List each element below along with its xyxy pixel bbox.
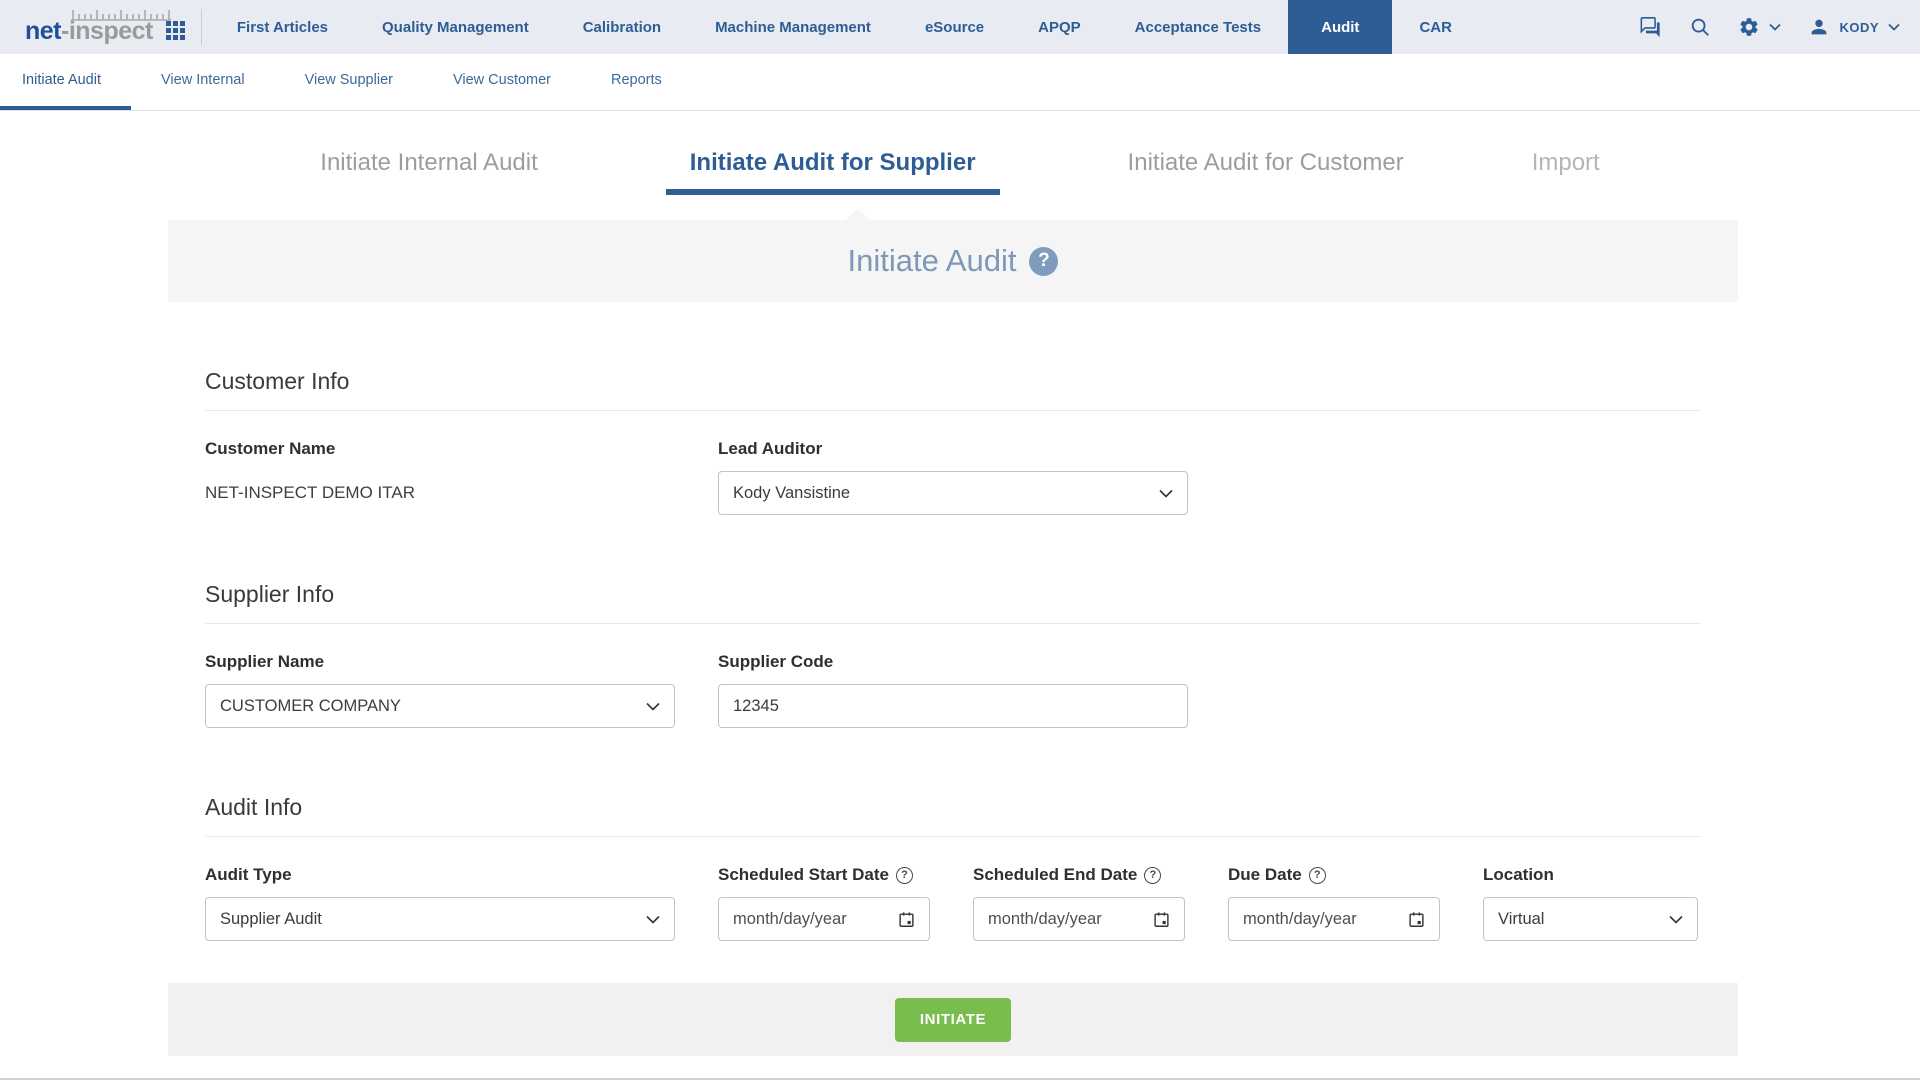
nav-item-acceptance-tests[interactable]: Acceptance Tests [1134, 18, 1262, 36]
app-logo[interactable]: net-inspect [25, 9, 171, 46]
supplier-code-input[interactable]: 12345 [718, 684, 1188, 728]
section-divider [205, 836, 1701, 837]
nav-item-apqp[interactable]: APQP [1038, 18, 1081, 36]
audit-type-label: Audit Type [205, 865, 292, 884]
logo-text-secondary: -inspect [61, 16, 153, 45]
supplier-name-select[interactable]: CUSTOMER COMPANY [205, 684, 675, 728]
supplier-code-label: Supplier Code [718, 652, 834, 671]
panel-body: Customer Info Customer Name NET-INSPECT … [168, 302, 1738, 983]
chevron-down-icon [1769, 23, 1782, 31]
initiate-button[interactable]: INITIATE [894, 997, 1012, 1042]
supplier-code-field: Supplier Code 12345 [718, 652, 1188, 728]
nav-item-quality-management[interactable]: Quality Management [382, 18, 529, 36]
lead-auditor-select[interactable]: Kody Vansistine [718, 471, 1188, 515]
subnav-item-initiate-audit[interactable]: Initiate Audit [0, 54, 131, 110]
location-label: Location [1483, 865, 1554, 884]
nav-item-calibration[interactable]: Calibration [582, 18, 662, 36]
section-heading: Audit Info [205, 794, 303, 820]
due-date-input[interactable]: month/day/year [1228, 897, 1440, 941]
top-nav-items: First Articles Quality Management Calibr… [210, 0, 1479, 54]
subnav-item-view-internal[interactable]: View Internal [161, 72, 245, 88]
active-tab-caret [844, 209, 872, 221]
nav-divider [200, 9, 202, 45]
initiate-audit-panel: Initiate Audit ? Customer Info Customer … [168, 220, 1738, 1056]
location-field: Location Virtual [1483, 865, 1698, 941]
due-date-label: Due Date ? [1228, 865, 1440, 885]
audit-info-section: Audit Info Audit Type Supplier Audit Sch… [205, 728, 1701, 941]
apps-grid-icon[interactable] [165, 15, 185, 40]
scheduled-end-date-field: Scheduled End Date ? month/day/year [973, 865, 1185, 941]
tab-initiate-internal-audit[interactable]: Initiate Internal Audit [320, 149, 538, 176]
supplier-name-label: Supplier Name [205, 652, 325, 671]
scheduled-end-date-input[interactable]: month/day/year [973, 897, 1185, 941]
audit-tabs: Initiate Internal Audit Initiate Audit f… [0, 111, 1920, 195]
nav-item-first-articles[interactable]: First Articles [236, 18, 329, 36]
user-menu[interactable]: KODY [1808, 16, 1900, 38]
section-divider [205, 410, 1701, 411]
chevron-down-icon [1888, 23, 1900, 31]
username-label: KODY [1839, 19, 1879, 35]
page-title: Initiate Audit [847, 243, 1017, 278]
page-bottom-divider [0, 1078, 1920, 1080]
customer-name-label: Customer Name [205, 439, 336, 458]
audit-type-select[interactable]: Supplier Audit [205, 897, 675, 941]
nav-item-machine-management[interactable]: Machine Management [715, 18, 871, 36]
scheduled-end-date-label: Scheduled End Date ? [973, 865, 1185, 885]
supplier-info-section: Supplier Info Supplier Name CUSTOMER COM… [205, 515, 1701, 728]
subnav-item-view-customer[interactable]: View Customer [452, 72, 552, 88]
tab-initiate-audit-for-supplier[interactable]: Initiate Audit for Supplier [665, 149, 1000, 195]
help-icon[interactable]: ? [1144, 866, 1162, 884]
lead-auditor-field: Lead Auditor Kody Vansistine [718, 439, 1188, 515]
tab-import[interactable]: Import [1531, 149, 1600, 176]
customer-info-section: Customer Info Customer Name NET-INSPECT … [205, 302, 1701, 515]
customer-name-field: Customer Name NET-INSPECT DEMO ITAR [205, 439, 675, 515]
help-icon[interactable]: ? [896, 866, 913, 884]
customer-name-value: NET-INSPECT DEMO ITAR [205, 483, 416, 502]
scheduled-start-date-label: Scheduled Start Date ? [718, 865, 930, 885]
calendar-icon[interactable] [1408, 911, 1425, 928]
audit-type-field: Audit Type Supplier Audit [205, 865, 675, 941]
search-icon[interactable] [1689, 16, 1711, 38]
chevron-down-icon [1159, 489, 1173, 498]
scheduled-start-date-input[interactable]: month/day/year [718, 897, 930, 941]
chevron-down-icon [646, 915, 660, 924]
scheduled-start-date-field: Scheduled Start Date ? month/day/year [718, 865, 930, 941]
gear-icon [1738, 16, 1760, 38]
supplier-name-field: Supplier Name CUSTOMER COMPANY [205, 652, 675, 728]
help-icon[interactable]: ? [1029, 246, 1059, 276]
logo-text-primary: net [25, 16, 62, 45]
top-nav-actions: KODY [1639, 16, 1900, 38]
subnav-item-view-supplier[interactable]: View Supplier [304, 72, 393, 88]
nav-item-esource[interactable]: eSource [924, 18, 985, 36]
ruler-icon [71, 8, 171, 21]
tab-initiate-audit-for-customer[interactable]: Initiate Audit for Customer [1127, 149, 1404, 176]
chevron-down-icon [1669, 915, 1683, 924]
sub-nav: Initiate Audit View Internal View Suppli… [0, 54, 1920, 111]
settings-menu[interactable] [1738, 16, 1782, 38]
section-heading: Supplier Info [205, 581, 335, 607]
nav-item-car[interactable]: CAR [1419, 18, 1452, 36]
panel-header: Initiate Audit ? [168, 220, 1738, 302]
user-icon [1808, 16, 1830, 38]
section-divider [205, 623, 1701, 624]
nav-item-audit[interactable]: Audit [1288, 0, 1393, 54]
chevron-down-icon [646, 702, 660, 711]
help-icon[interactable]: ? [1308, 866, 1326, 884]
subnav-item-reports[interactable]: Reports [611, 72, 662, 88]
top-nav: net-inspect First Articles Quality Manag… [0, 0, 1920, 54]
section-heading: Customer Info [205, 368, 350, 394]
calendar-icon[interactable] [1153, 911, 1170, 928]
calendar-icon[interactable] [898, 911, 915, 928]
panel-footer: INITIATE [168, 983, 1738, 1056]
lead-auditor-label: Lead Auditor [718, 439, 823, 458]
location-select[interactable]: Virtual [1483, 897, 1698, 941]
due-date-field: Due Date ? month/day/year [1228, 865, 1440, 941]
chat-icon[interactable] [1639, 16, 1662, 38]
